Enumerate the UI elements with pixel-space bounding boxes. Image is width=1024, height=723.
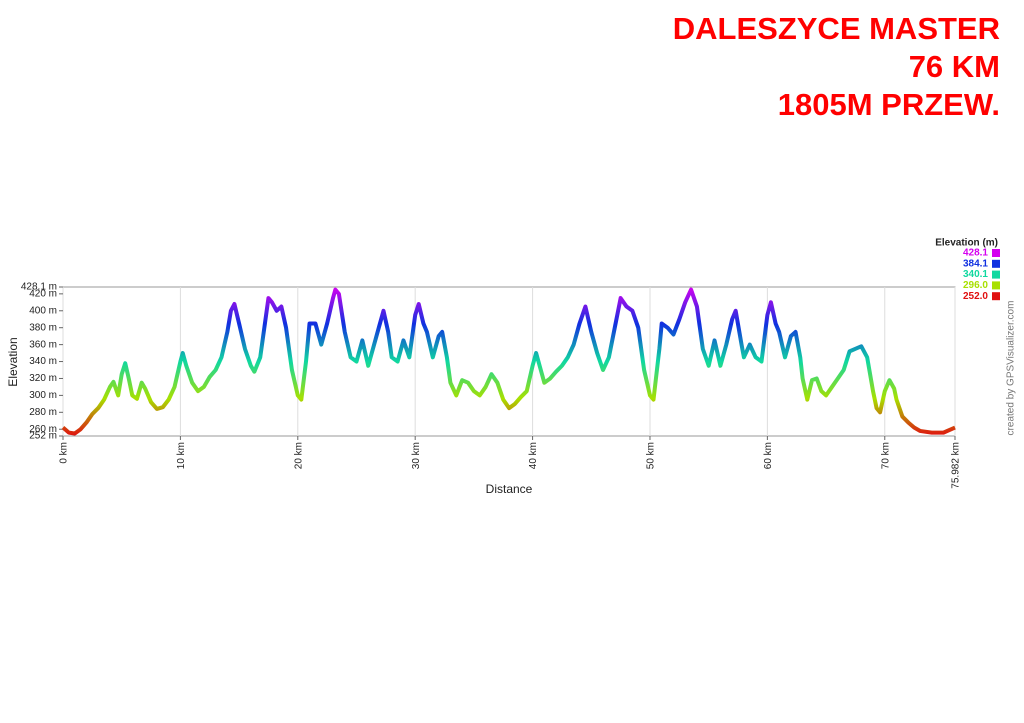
legend-label: 340.1 [963, 269, 988, 280]
legend-swatch [992, 249, 1000, 257]
y-tick-label: 428.1 m [21, 282, 57, 293]
title-line: 1805M PRZEW. [778, 87, 1000, 122]
legend-label: 252.0 [963, 291, 988, 302]
x-tick-label: 20 km [293, 442, 304, 469]
y-tick-label: 420 m [29, 288, 57, 299]
x-tick-label: 0 km [59, 442, 70, 464]
x-tick-label: 75.982 km [951, 442, 962, 489]
y-tick-label: 280 m [29, 407, 57, 418]
y-tick-label: 360 m [29, 339, 57, 350]
x-tick-label: 70 km [880, 442, 891, 469]
y-axis-label: Elevation [6, 337, 20, 386]
x-axis-label: Distance [486, 482, 533, 496]
plot-frame [62, 286, 956, 437]
y-tick-label: 260 m [29, 424, 57, 435]
y-tick-label: 300 m [29, 390, 57, 401]
legend-swatch [992, 281, 1000, 290]
credit: created by GPSVisualizer.com [1006, 301, 1017, 436]
legend-swatch [992, 270, 1000, 279]
x-tick-label: 60 km [763, 442, 774, 469]
x-tick-label: 40 km [528, 442, 539, 469]
y-tick-label: 380 m [29, 322, 57, 333]
legend-title: Elevation (m) [935, 238, 998, 249]
x-tick-label: 30 km [411, 442, 422, 469]
y-tick-label: 340 m [29, 356, 57, 367]
y-tick-label: 252 m [29, 431, 57, 442]
legend-swatch [992, 292, 1000, 301]
y-tick-label: 320 m [29, 373, 57, 384]
title-line: 76 KM [909, 49, 1000, 84]
legend-label: 428.1 [963, 248, 988, 259]
x-tick-label: 10 km [176, 442, 187, 469]
legend-label: 296.0 [963, 280, 988, 291]
legend-label: 384.1 [963, 258, 988, 269]
legend-swatch [992, 259, 1000, 268]
x-tick-label: 50 km [646, 442, 657, 469]
y-tick-label: 400 m [29, 305, 57, 316]
title-line: DALESZYCE MASTER [673, 11, 1000, 46]
elevation-line [61, 287, 956, 436]
